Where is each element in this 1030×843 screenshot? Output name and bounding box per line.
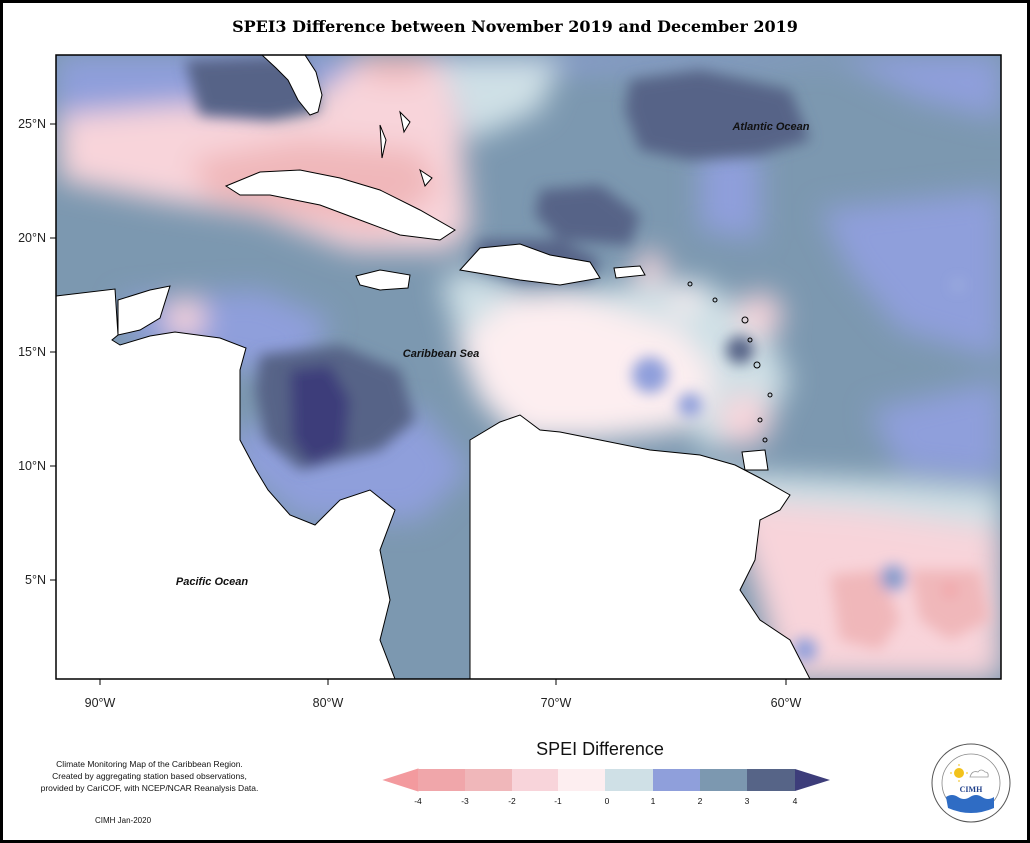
land-masses — [56, 55, 811, 679]
lon-tick-label: 80°W — [313, 696, 344, 710]
legend-label: 0 — [605, 796, 610, 806]
lon-tick-label: 70°W — [541, 696, 572, 710]
cimh-logo: CIMH — [931, 743, 1011, 823]
legend-swatch — [700, 769, 747, 791]
lat-tick-label: 20°N — [18, 231, 46, 245]
legend-swatch — [418, 769, 465, 791]
lon-axis: 90°W 80°W 70°W 60°W — [85, 679, 802, 710]
legend-arrow-left — [382, 768, 419, 792]
legend-label: 2 — [698, 796, 703, 806]
legend-swatch — [465, 769, 512, 791]
lat-tick-label: 10°N — [18, 459, 46, 473]
plot-border — [55, 54, 1002, 680]
legend-title: SPEI Difference — [536, 739, 664, 759]
legend-swatch — [605, 769, 653, 791]
legend-swatch — [747, 769, 795, 791]
caption-line: Climate Monitoring Map of the Caribbean … — [56, 759, 243, 769]
logo-text: CIMH — [960, 785, 983, 794]
legend-label: 4 — [793, 796, 798, 806]
caribbean-sea-label: Caribbean Sea — [403, 348, 479, 360]
lat-tick-label: 5°N — [25, 573, 46, 587]
wave-icon — [946, 795, 994, 813]
legend-label: 1 — [651, 796, 656, 806]
pacific-ocean-label: Pacific Ocean — [176, 576, 248, 588]
legend-arrow-right — [795, 769, 830, 791]
legend-label: -3 — [461, 796, 469, 806]
cloud-icon — [969, 769, 989, 778]
legend-label: -4 — [414, 796, 422, 806]
legend-swatch — [558, 769, 605, 791]
legend-label: -2 — [508, 796, 516, 806]
lesser-antilles — [687, 281, 773, 443]
legend-label: -1 — [554, 796, 562, 806]
legend-swatch — [653, 769, 700, 791]
caption-line: provided by CariCOF, with NCEP/NCAR Rean… — [40, 783, 259, 793]
credit-text: CIMH Jan-2020 — [95, 816, 152, 825]
caption-line: Created by aggregating station based obs… — [52, 771, 247, 781]
lon-tick-label: 60°W — [771, 696, 802, 710]
lat-axis: 25°N 20°N 15°N 10°N 5°N — [18, 117, 56, 587]
caption: Climate Monitoring Map of the Caribbean … — [22, 758, 277, 794]
legend-label: 3 — [745, 796, 750, 806]
legend-colorbar: -4 -3 -2 -1 0 1 2 3 4 — [382, 768, 830, 806]
atlantic-ocean-label: Atlantic Ocean — [731, 121, 809, 133]
map-title: SPEI3 Difference between November 2019 a… — [232, 17, 798, 36]
spei-field — [56, 55, 1001, 679]
lat-tick-label: 25°N — [18, 117, 46, 131]
lon-tick-label: 90°W — [85, 696, 116, 710]
sun-icon — [954, 768, 964, 778]
legend-swatch — [512, 769, 558, 791]
lat-tick-label: 15°N — [18, 345, 46, 359]
